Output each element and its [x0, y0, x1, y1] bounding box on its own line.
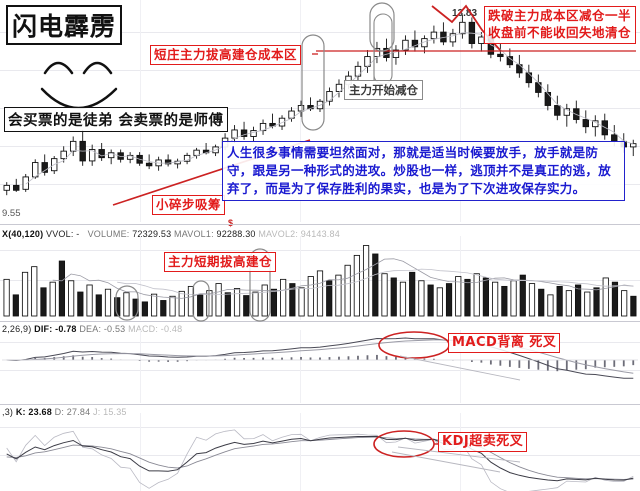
annotation-accumulate: 小碎步吸筹 [152, 195, 226, 215]
volume-label: VOLUME: [87, 229, 130, 239]
grid-line [140, 330, 141, 403]
dea-value: -0.53 [103, 324, 126, 334]
kdj-series [6, 429, 634, 491]
macd-value: -0.48 [160, 324, 183, 334]
grid-line [300, 236, 301, 320]
macd-params: 2,26,9) [2, 324, 32, 334]
quote-text-box: 人生很多事情需要坦然面对，那就是适当时候要放手，放手就是防守，跟是另一种形式的进… [222, 141, 625, 202]
vvol-label: VVOL: [46, 229, 74, 239]
grid-line [0, 427, 640, 428]
macd-readout-row: 2,26,9) DIF: -0.78 DEA: -0.53 MACD: -0.4… [2, 324, 182, 334]
mavol2-label: MAVOL2: [258, 229, 299, 239]
annotation-breakdown: 跌破主力成本区减仓一半 收盘前不能收回失地清仓 [484, 6, 636, 44]
vvol-value: - [76, 229, 80, 239]
annotation-cost-zone: 短庄主力拔高建仓成本区 [150, 45, 302, 65]
watermark-slogan: 会买票的是徒弟 会卖票的是师傅 [4, 107, 228, 132]
k-label: K: [15, 407, 26, 417]
smiley-face-icon [40, 61, 118, 110]
annotation-volume-push: 主力短期拔高建仓 [164, 252, 277, 272]
panel-divider [0, 321, 640, 322]
volume-params: X(40,120) [2, 229, 44, 239]
peak-price-label: 13.83 [452, 8, 478, 19]
grid-line [140, 236, 141, 320]
mavol2-value: 94143.84 [300, 229, 340, 239]
watermark-title: 闪电霹雳 [6, 5, 123, 45]
grid-line [460, 330, 461, 403]
dif-label: DIF: [34, 324, 53, 334]
dea-label: DEA: [79, 324, 102, 334]
grid-line [0, 342, 640, 343]
kdj-readout-row: ,3) K: 23.68 D: 27.84 J: 15.35 [2, 407, 127, 417]
j-label: J: [93, 407, 101, 417]
grid-line [0, 370, 640, 371]
panel-divider [0, 404, 640, 405]
grid-line [0, 32, 640, 33]
grid-line [460, 0, 461, 222]
price-axis-label: 9.55 [2, 208, 21, 219]
grid-line [300, 413, 301, 491]
d-label: D: [54, 407, 65, 417]
dif-value: -0.78 [55, 324, 77, 334]
dollar-marker: $ [228, 218, 234, 228]
grid-line [300, 330, 301, 403]
volume-readout-row: X(40,120) VVOL: - VOLUME: 72329.53 MAVOL… [2, 229, 340, 239]
volume-chart-panel[interactable] [0, 236, 640, 320]
macd-label: MACD: [128, 324, 159, 334]
kdj-params: ,3) [2, 407, 14, 417]
annotation-macd-divergence: MACD背离 死叉 [448, 333, 561, 354]
grid-line [140, 413, 141, 491]
volume-bars [3, 245, 637, 317]
annotation-kdj-death-cross: KDJ超卖死叉 [438, 432, 528, 453]
mavol1-label: MAVOL1: [174, 229, 214, 239]
k-value: 23.68 [28, 407, 52, 417]
d-value: 27.84 [66, 407, 91, 417]
mavol1-value: 92288.30 [216, 229, 256, 239]
volume-value: 72329.53 [132, 229, 172, 239]
j-value: 15.35 [103, 407, 127, 417]
panel-divider [0, 224, 640, 225]
annotation-start-reduce: 主力开始减仓 [344, 80, 423, 100]
grid-line [0, 250, 640, 251]
grid-line [0, 455, 640, 456]
grid-line [0, 70, 640, 71]
